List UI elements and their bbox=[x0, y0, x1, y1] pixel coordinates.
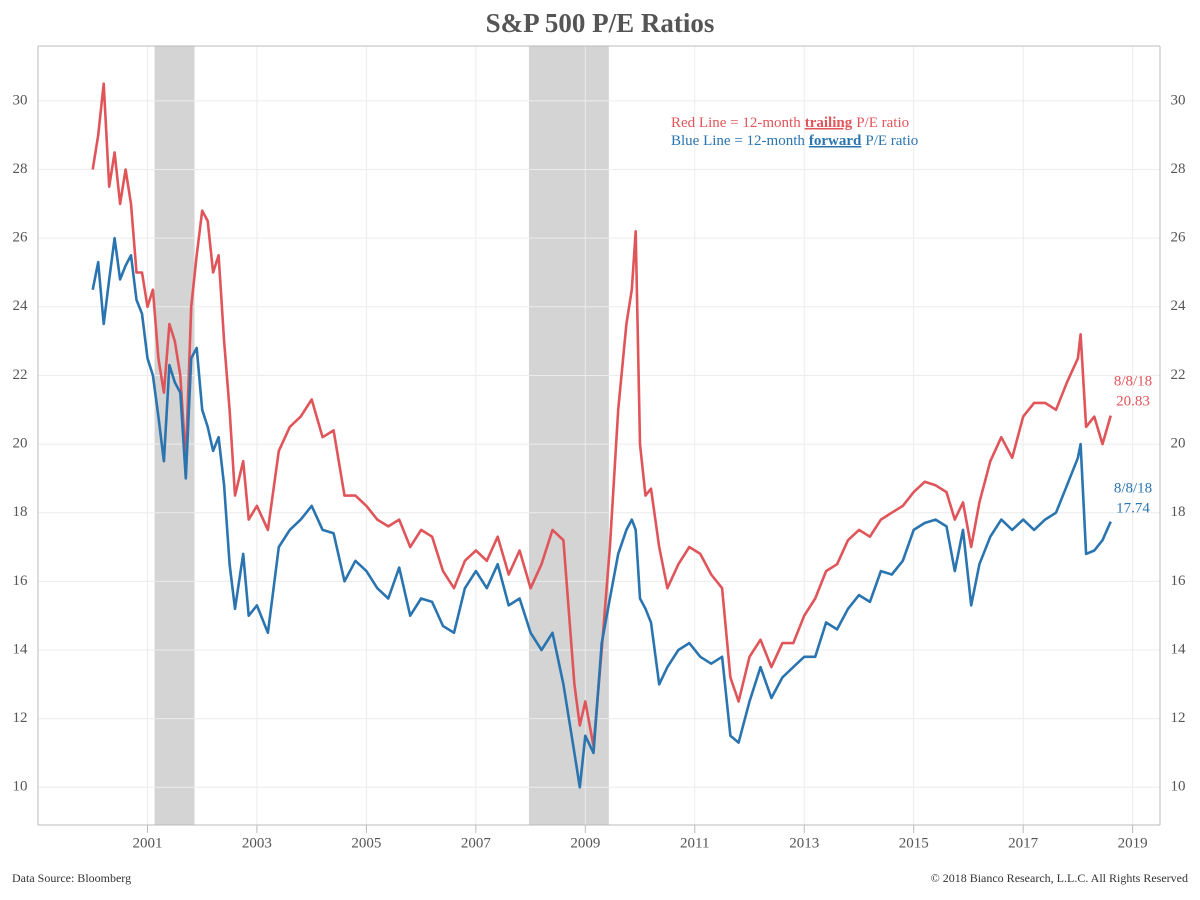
y2-tick-label: 12 bbox=[1171, 710, 1186, 726]
y-tick-label: 10 bbox=[13, 779, 28, 795]
y-tick-label: 28 bbox=[13, 161, 28, 177]
legend-entry: Red Line = 12-month trailing P/E ratio bbox=[671, 115, 909, 131]
legend-text: Red Line = 12-month bbox=[671, 115, 801, 131]
y-tick-label: 18 bbox=[13, 504, 28, 520]
y-tick-label: 24 bbox=[13, 298, 29, 314]
x-tick-label: 2007 bbox=[461, 835, 492, 851]
x-tick-label: 2011 bbox=[680, 835, 709, 851]
x-tick-label: 2013 bbox=[789, 835, 819, 851]
end-date-label: 8/8/18 bbox=[1114, 480, 1152, 496]
y2-tick-label: 14 bbox=[1171, 641, 1187, 657]
end-date-label: 8/8/18 bbox=[1114, 373, 1152, 389]
y2-tick-label: 22 bbox=[1171, 367, 1186, 383]
recession-band bbox=[528, 46, 609, 825]
y2-tick-label: 16 bbox=[1171, 573, 1187, 589]
x-tick-label: 2015 bbox=[899, 835, 929, 851]
legend-text: P/E ratio bbox=[865, 133, 918, 149]
legend-entry: Blue Line = 12-month forward P/E ratio bbox=[671, 133, 918, 149]
y-tick-label: 14 bbox=[13, 641, 29, 657]
x-tick-label: 2009 bbox=[570, 835, 600, 851]
series-line bbox=[91, 82, 1112, 748]
x-tick-label: 2005 bbox=[351, 835, 381, 851]
y2-tick-label: 26 bbox=[1171, 230, 1187, 246]
y-tick-label: 20 bbox=[13, 436, 28, 452]
end-value-label: 17.74 bbox=[1116, 500, 1150, 516]
x-tick-label: 2019 bbox=[1118, 835, 1148, 851]
series-line bbox=[91, 236, 1112, 789]
chart-title: S&P 500 P/E Ratios bbox=[486, 8, 715, 38]
legend-text: forward bbox=[809, 133, 862, 149]
legend-text: trailing bbox=[805, 115, 853, 131]
legend-text: P/E ratio bbox=[856, 115, 909, 131]
y-tick-label: 12 bbox=[13, 710, 28, 726]
footer-copyright: © 2018 Bianco Research, L.L.C. All Right… bbox=[931, 871, 1188, 885]
footer-source: Data Source: Bloomberg bbox=[12, 871, 131, 885]
x-tick-label: 2017 bbox=[1008, 835, 1039, 851]
x-tick-label: 2003 bbox=[242, 835, 272, 851]
y2-tick-label: 30 bbox=[1171, 92, 1186, 108]
y-tick-label: 16 bbox=[13, 573, 29, 589]
legend-text: Blue Line = 12-month bbox=[671, 133, 805, 149]
y2-tick-label: 20 bbox=[1171, 436, 1186, 452]
x-tick-label: 2001 bbox=[132, 835, 162, 851]
y-tick-label: 22 bbox=[13, 367, 28, 383]
end-value-label: 20.83 bbox=[1116, 393, 1150, 409]
y2-tick-label: 18 bbox=[1171, 504, 1186, 520]
y-tick-label: 26 bbox=[13, 230, 29, 246]
y2-tick-label: 10 bbox=[1171, 779, 1186, 795]
y2-tick-label: 24 bbox=[1171, 298, 1187, 314]
y2-tick-label: 28 bbox=[1171, 161, 1186, 177]
y-tick-label: 30 bbox=[13, 92, 28, 108]
